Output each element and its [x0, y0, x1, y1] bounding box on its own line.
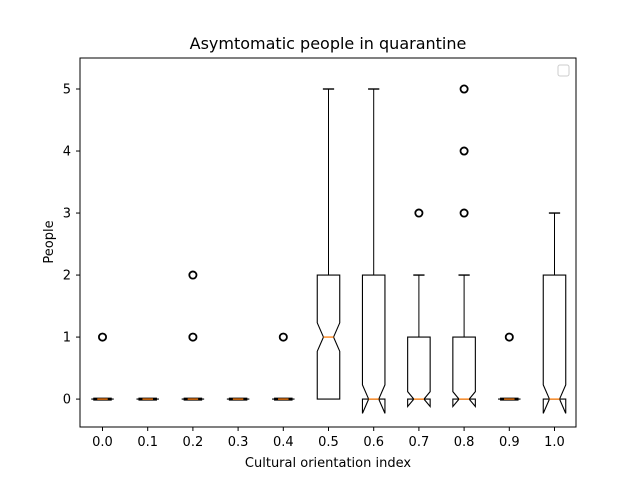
flier-point	[188, 332, 198, 342]
box-group-0.8	[452, 84, 476, 409]
y-tick-label: 0	[63, 393, 71, 408]
x-tick-label: 0.1	[137, 435, 158, 450]
box	[542, 274, 567, 414]
flier-point	[98, 332, 108, 342]
x-axis-label: Cultural orientation index	[245, 456, 411, 471]
x-tick-label: 0.4	[273, 435, 294, 450]
box	[316, 274, 341, 400]
x-tick-label: 0.5	[318, 435, 339, 450]
x-tick-label: 0.2	[183, 435, 204, 450]
y-tick-label: 4	[63, 145, 71, 160]
flier-point	[414, 208, 424, 218]
box-group-0.5	[316, 88, 341, 400]
axes: 0 1 2 3 4 5 0.0 0.1 0.2 0.3 0.4 0.5 0.6 0.7 0.8 0.9 1.0	[63, 57, 577, 450]
box	[361, 274, 386, 414]
box-group-0.9	[498, 332, 521, 401]
x-tick-label: 0.7	[409, 435, 430, 450]
y-tick-label: 2	[63, 269, 71, 284]
y-tick-label: 5	[63, 83, 71, 98]
box-group-0.2	[181, 270, 205, 401]
y-axis-label: People	[42, 220, 57, 263]
chart-title: Asymtomatic people in quarantine	[190, 34, 467, 53]
box	[407, 336, 431, 409]
box-group-0.0	[91, 332, 114, 401]
box-group-1.0	[542, 212, 567, 414]
y-tick-label: 1	[63, 331, 71, 346]
x-tick-label: 0.0	[92, 435, 113, 450]
flier-point	[459, 84, 469, 94]
x-tick-label: 0.8	[454, 435, 475, 450]
x-tick-label: 0.9	[499, 435, 520, 450]
box-group-0.6	[361, 88, 386, 414]
legend-box	[557, 64, 570, 77]
x-tick-label: 0.3	[228, 435, 249, 450]
plot-area	[91, 84, 567, 414]
flier-point	[188, 270, 198, 280]
x-tick-label: 1.0	[544, 435, 565, 450]
box	[452, 336, 476, 409]
box-group-0.4	[272, 332, 295, 401]
flier-point	[459, 146, 469, 156]
flier-point	[278, 332, 288, 342]
x-tick-label: 0.6	[363, 435, 384, 450]
box-group-0.7	[407, 208, 431, 409]
y-tick-label: 3	[63, 207, 71, 222]
flier-point	[504, 332, 514, 342]
flier-point	[459, 208, 469, 218]
